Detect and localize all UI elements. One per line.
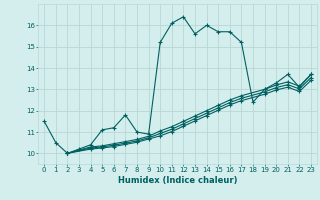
X-axis label: Humidex (Indice chaleur): Humidex (Indice chaleur) — [118, 176, 237, 185]
